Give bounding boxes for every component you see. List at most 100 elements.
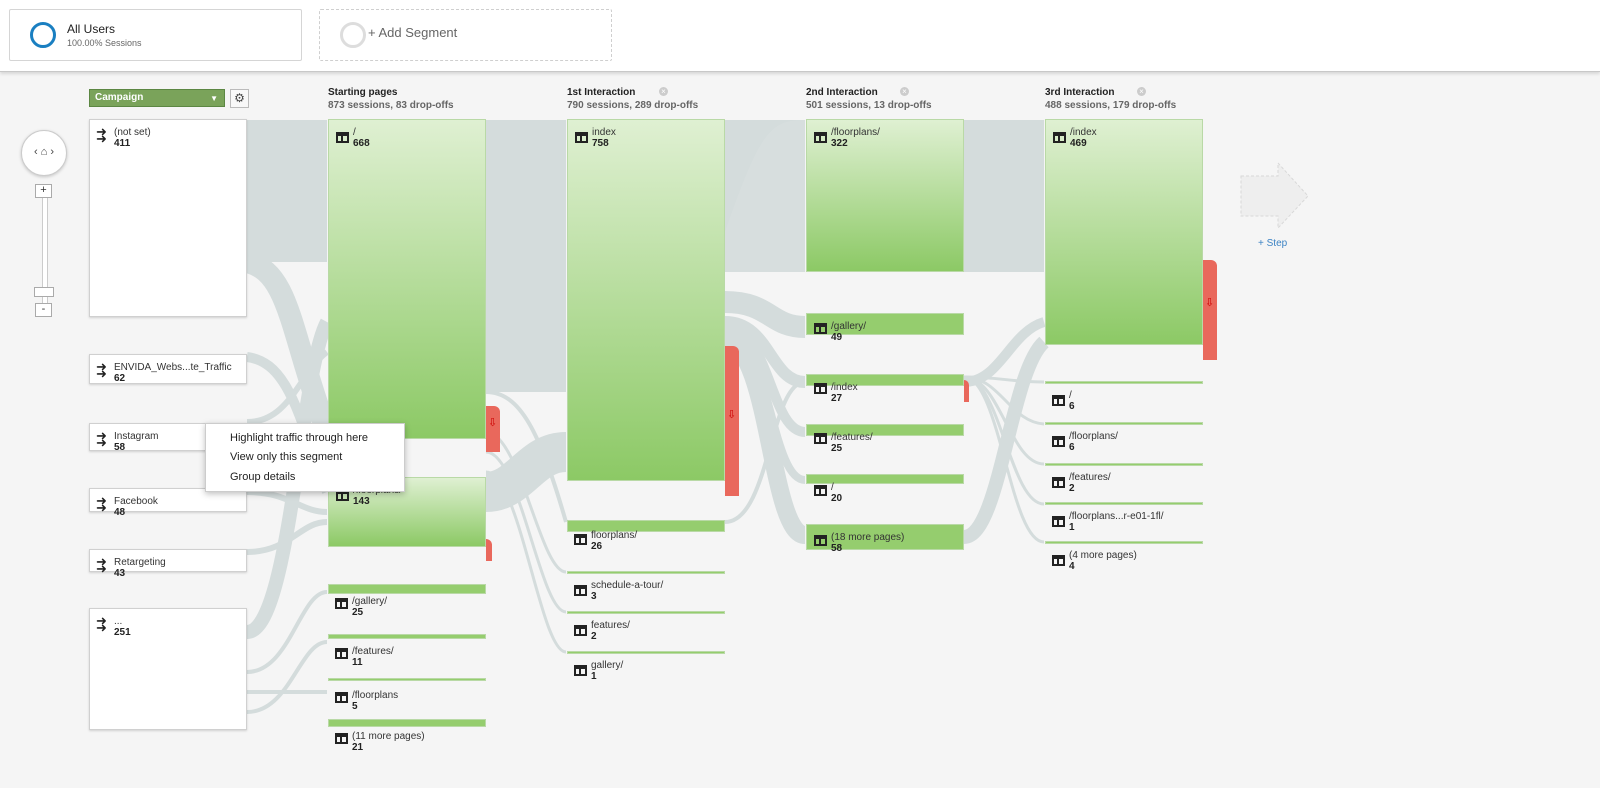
page-node-bar[interactable]	[567, 651, 725, 654]
source-node[interactable]: ➜ ➜ Facebook 48	[89, 488, 247, 518]
dropoff-bar[interactable]: ⇩	[1203, 260, 1217, 360]
close-icon[interactable]: ×	[900, 87, 909, 96]
page-node[interactable]: gallery/1	[567, 651, 725, 685]
node-value: 43	[114, 568, 126, 579]
dropoff-bar[interactable]	[964, 380, 969, 402]
page-node[interactable]: /floorplans/322	[806, 119, 964, 272]
page-icon	[1052, 395, 1065, 406]
page-node[interactable]: /gallery/49	[806, 313, 964, 343]
node-value: 25	[352, 607, 364, 618]
page-node[interactable]: schedule-a-tour/3	[567, 571, 725, 605]
close-icon[interactable]: ×	[1137, 87, 1146, 96]
page-node[interactable]: floorplans/26	[567, 520, 725, 560]
source-arrow-icon: ➜ ➜	[96, 493, 107, 515]
segment-ring-icon	[340, 22, 366, 48]
page-node-bar[interactable]	[328, 584, 486, 594]
menu-item-group-details[interactable]: Group details	[230, 471, 296, 483]
menu-item-highlight-traffic[interactable]: Highlight traffic through here	[230, 432, 368, 444]
source-arrow-icon: ➜ ➜	[96, 124, 107, 146]
node-name: /index	[1070, 127, 1097, 138]
node-name: floorplans/	[591, 530, 638, 541]
close-icon[interactable]: ×	[659, 87, 668, 96]
node-value: 58	[831, 543, 843, 554]
page-node[interactable]: /6	[1045, 381, 1203, 415]
page-node-bar[interactable]	[328, 678, 486, 681]
node-name: /floorplans/	[831, 127, 880, 138]
page-node[interactable]: /features/2	[1045, 463, 1203, 497]
node-value: 1	[591, 671, 597, 682]
page-node-bar[interactable]	[567, 611, 725, 614]
segment-all-users[interactable]: All Users 100.00% Sessions	[9, 9, 302, 61]
node-value: 48	[114, 507, 126, 518]
page-node[interactable]: /floorplans/6	[1045, 422, 1203, 456]
add-step-arrow-icon[interactable]	[1240, 162, 1310, 232]
page-node[interactable]: /floorplans 5	[328, 678, 486, 712]
page-icon	[1052, 516, 1065, 527]
dropoff-bar[interactable]: ⇩	[486, 406, 500, 452]
source-node[interactable]: ➜ ➜ ... 251	[89, 608, 247, 730]
page-node-bar[interactable]	[1045, 541, 1203, 544]
add-step-link[interactable]: + Step	[1258, 238, 1288, 249]
page-icon	[335, 692, 348, 703]
page-icon	[1053, 132, 1066, 143]
page-node[interactable]: index 758	[567, 119, 725, 481]
page-node-bar[interactable]	[1045, 463, 1203, 466]
add-segment-button[interactable]: + Add Segment	[319, 9, 612, 61]
page-node[interactable]: /index 469	[1045, 119, 1203, 345]
dropoff-bar[interactable]: ⇩	[725, 346, 739, 496]
page-icon	[574, 585, 587, 596]
menu-item-view-segment[interactable]: View only this segment	[230, 451, 343, 463]
column-subtitle: 488 sessions, 179 drop-offs	[1045, 100, 1177, 111]
gear-icon[interactable]: ⚙	[230, 89, 249, 108]
node-value: 6	[1069, 401, 1075, 412]
flow-links	[243, 120, 1050, 714]
page-node-bar[interactable]	[567, 571, 725, 574]
zoom-in-button[interactable]: +	[35, 184, 52, 198]
page-node-bar[interactable]	[567, 520, 725, 532]
dropoff-bar[interactable]	[486, 539, 492, 561]
page-node[interactable]: /668	[328, 119, 486, 439]
page-node[interactable]: /features/25	[806, 424, 964, 454]
node-value: 3	[591, 591, 597, 602]
column-title: 1st Interaction	[567, 87, 636, 98]
page-node[interactable]: /20	[806, 474, 964, 504]
column-subtitle: 873 sessions, 83 drop-offs	[328, 100, 454, 111]
page-node-bar[interactable]	[1045, 422, 1203, 425]
node-value: 25	[831, 443, 843, 454]
page-node-bar[interactable]	[328, 634, 486, 639]
dimension-dropdown[interactable]: Campaign ▼	[89, 89, 225, 107]
home-pan-control[interactable]: ‹ ⌂ ›	[21, 130, 67, 176]
page-node[interactable]: features/2	[567, 611, 725, 645]
chevron-down-icon: ▼	[210, 94, 218, 103]
node-name: /	[1069, 390, 1072, 401]
node-name: (18 more pages)	[831, 532, 905, 543]
zoom-slider-handle[interactable]	[34, 287, 54, 297]
node-name: /features/	[1069, 472, 1111, 483]
page-node[interactable]: /floorplans...r-e01-1fl/1	[1045, 502, 1203, 536]
page-node-bar[interactable]	[1045, 502, 1203, 505]
page-node-bar[interactable]	[328, 719, 486, 727]
page-node[interactable]: /features/11	[328, 634, 486, 668]
column-title: Starting pages	[328, 87, 398, 98]
flow-canvas[interactable]: Campaign ▼ ⚙ ‹ ⌂ › + - Starting pages 87…	[0, 72, 1600, 788]
node-value: 58	[114, 442, 126, 453]
page-node-bar[interactable]	[1045, 381, 1203, 384]
node-name: /features/	[831, 432, 873, 443]
node-value: 26	[591, 541, 603, 552]
page-node[interactable]: /gallery/25	[328, 584, 486, 624]
source-node[interactable]: ➜ ➜ Retargeting 43	[89, 549, 247, 579]
page-node[interactable]: (18 more pages) 58	[806, 524, 964, 554]
source-arrow-icon: ➜ ➜	[96, 554, 107, 576]
source-arrow-icon: ➜ ➜	[96, 613, 107, 635]
page-node[interactable]: /index 27	[806, 374, 964, 404]
source-node[interactable]: ➜ ➜ ENVIDA_Webs...te_Traffic 62	[89, 354, 247, 384]
page-node[interactable]: (11 more pages) 21	[328, 719, 486, 753]
page-node[interactable]: (4 more pages) 4	[1045, 541, 1203, 575]
node-value: 27	[831, 393, 843, 404]
dropoff-arrow-icon: ⇩	[1205, 297, 1215, 309]
zoom-out-button[interactable]: -	[35, 303, 52, 317]
node-value: 1	[1069, 522, 1075, 533]
page-icon	[335, 598, 348, 609]
source-node[interactable]: ➜ ➜ (not set) 411	[89, 119, 247, 317]
node-name: /features/	[352, 646, 394, 657]
